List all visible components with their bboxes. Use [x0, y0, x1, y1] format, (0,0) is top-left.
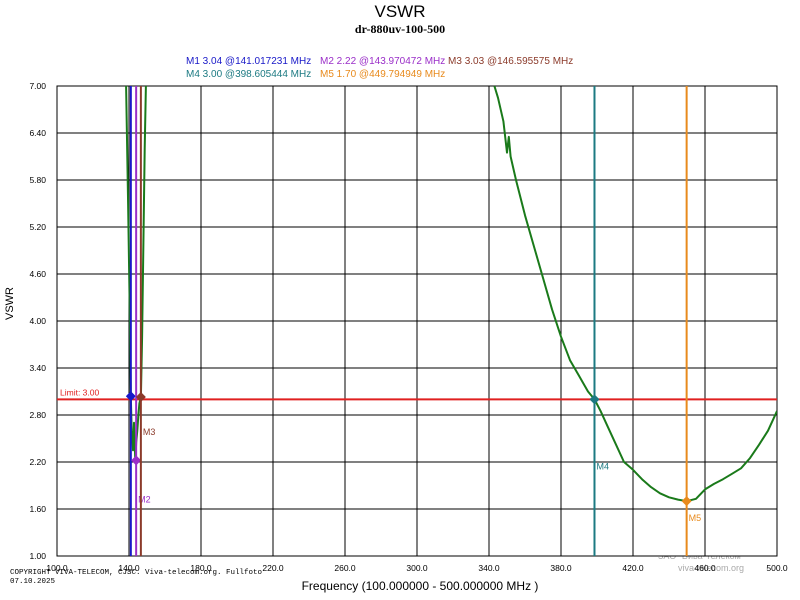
legend-m3: M3 3.03 @146.595575 MHz [448, 56, 574, 67]
marker-point-m2 [131, 455, 142, 466]
copyright-note: COPYRIGHT VIVA-TELECOM, CJSC. Viva-telec… [10, 569, 262, 587]
marker-legend-row-2: M4 3.00 @398.605444 MHz M5 1.70 @449.794… [186, 69, 445, 80]
x-tick-label: 260.0 [334, 563, 356, 573]
y-tick-label: 1.00 [29, 551, 46, 561]
y-tick-label: 2.80 [29, 410, 46, 420]
x-tick-label: 500.0 [766, 563, 788, 573]
marker-point-m3 [135, 391, 146, 402]
x-tick-label: 140.0 [118, 563, 140, 573]
y-tick-label: 4.00 [29, 316, 46, 326]
x-tick-label: 220.0 [262, 563, 284, 573]
y-tick-label: 5.20 [29, 222, 46, 232]
chart-title: VSWR [374, 2, 426, 21]
x-tick-label: 300.0 [406, 563, 428, 573]
marker-point-m5 [681, 496, 692, 507]
x-axis-label: Frequency (100.000000 - 500.000000 MHz ) [301, 579, 539, 593]
legend-m5: M5 1.70 @449.794949 MHz [320, 69, 446, 80]
watermark-line-2: viva-telecom.org [678, 563, 745, 573]
marker-label-m3: M3 [143, 427, 156, 437]
copyright-date: 07.10.2025 [10, 578, 56, 586]
y-tick-label: 4.60 [29, 269, 46, 279]
y-tick-label: 5.80 [29, 175, 46, 185]
x-tick-label: 380.0 [550, 563, 572, 573]
marker-label-m5: M5 [689, 513, 702, 523]
marker-point-m4 [589, 394, 600, 405]
marker-point-m1 [125, 391, 136, 402]
legend-m4: M4 3.00 @398.605444 MHz [186, 69, 312, 80]
marker-label-m4: M4 [596, 461, 609, 471]
x-tick-label: 100.0 [46, 563, 68, 573]
x-tick-label: 420.0 [622, 563, 644, 573]
y-tick-label: 7.00 [29, 81, 46, 91]
y-tick-label: 1.60 [29, 504, 46, 514]
chart-subtitle: dr-880uv-100-500 [354, 22, 446, 36]
y-tick-label: 3.40 [29, 363, 46, 373]
marker-label-m2: M2 [138, 494, 151, 504]
legend-m1: M1 3.04 @141.017231 MHz [186, 56, 312, 67]
x-tick-label: 180.0 [190, 563, 212, 573]
x-tick-label: 340.0 [478, 563, 500, 573]
marker-legend-row-1: M1 3.04 @141.017231 MHz M2 2.22 @143.970… [186, 56, 573, 67]
x-tick-label: 460.0 [694, 563, 716, 573]
y-tick-label: 2.20 [29, 457, 46, 467]
limit-label: Limit: 3.00 [60, 387, 99, 397]
legend-m2: M2 2.22 @143.970472 MHz [320, 56, 446, 67]
series-line-vswr-high [493, 86, 777, 503]
copyright-line-1: COPYRIGHT VIVA-TELECOM, CJSC. Viva-telec… [10, 569, 263, 577]
y-tick-label: 6.40 [29, 128, 46, 138]
